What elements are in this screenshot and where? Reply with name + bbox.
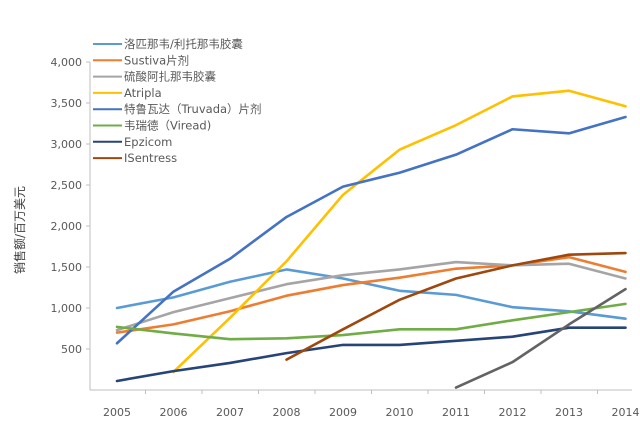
legend-label: 特鲁瓦达（Truvada）片剂 [124, 102, 262, 116]
x-tick-label: 2013 [555, 406, 583, 419]
y-tick-label: 1,500 [51, 261, 83, 274]
y-axis-title: 销售额/百万美元 [12, 186, 27, 274]
x-tick-label: 2005 [103, 406, 131, 419]
legend-label: 洛匹那韦/利托那韦胶囊 [124, 37, 243, 51]
y-tick-label: 2,000 [51, 220, 83, 233]
series-line-3 [172, 89, 627, 374]
x-tick-label: 2012 [499, 406, 527, 419]
series-line-8 [454, 287, 627, 389]
x-tick-label: 2014 [612, 406, 640, 419]
series-line-1 [115, 255, 627, 334]
legend-label: Atripla [124, 86, 162, 100]
legend-label: 韦瑞德（Viread) [124, 119, 211, 133]
legend-label: Sustiva片剂 [124, 53, 189, 67]
series-line-4 [115, 115, 627, 345]
y-tick-label: 500 [61, 343, 82, 356]
y-tick-label: 3,000 [51, 138, 83, 151]
y-tick-label: 2,500 [51, 179, 83, 192]
series-line-7 [285, 251, 627, 361]
series-line-5 [115, 302, 627, 341]
x-tick-label: 2009 [329, 406, 357, 419]
y-tick-label: 3,500 [51, 97, 83, 110]
x-tick-label: 2008 [273, 406, 301, 419]
series-line-2 [115, 260, 627, 332]
x-tick-label: 2011 [442, 406, 470, 419]
y-tick-label: 1,000 [51, 302, 83, 315]
series-line-6 [115, 326, 627, 383]
series-line-0 [115, 268, 627, 320]
legend-label: ISentress [124, 151, 177, 165]
legend-label: 硫酸阿扎那韦胶囊 [124, 70, 216, 84]
y-tick-label: 4,000 [51, 56, 83, 69]
x-tick-label: 2010 [386, 406, 414, 419]
legend-label: Epzicom [124, 135, 172, 149]
x-tick-label: 2007 [216, 406, 244, 419]
x-tick-label: 2006 [160, 406, 188, 419]
